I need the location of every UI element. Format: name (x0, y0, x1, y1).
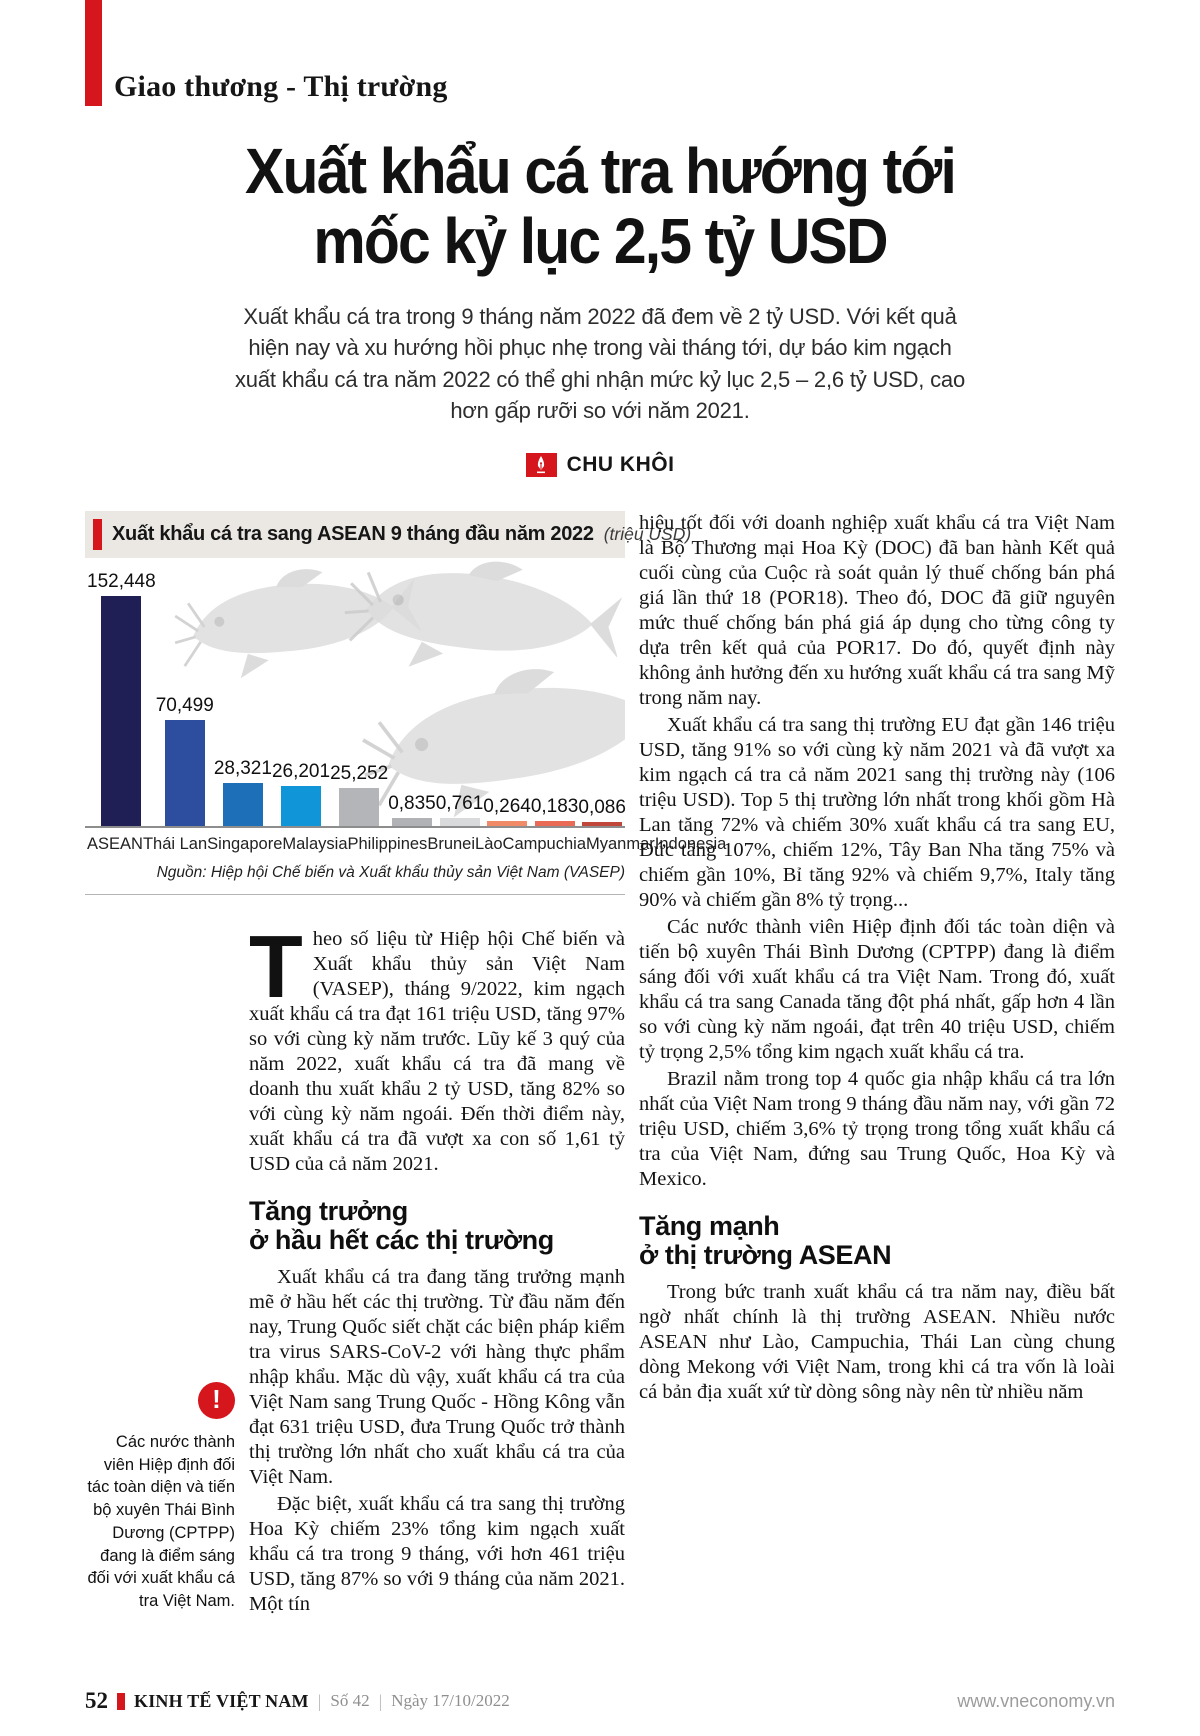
article-deck: Xuất khẩu cá tra trong 9 tháng năm 2022 … (235, 303, 965, 424)
chart-plot: 152,448 70,499 28,321 26,201 25,252 0,835 0,76… (85, 557, 626, 828)
category-label: Thái Lan (142, 834, 208, 853)
chart-title: Xuất khẩu cá tra sang ASEAN 9 tháng đầu … (112, 522, 594, 545)
bar-Campuchia: 0,264 (483, 796, 531, 826)
bar-value-label: 28,321 (213, 757, 272, 779)
paragraph: Brazil nằm trong top 4 quốc gia nhập khẩ… (639, 1067, 1115, 1190)
paragraph: Các nước thành viên Hiệp định đối tác to… (639, 915, 1115, 1063)
category-label: Singapore (207, 834, 283, 853)
website-url: www.vneconomy.vn (957, 1690, 1115, 1711)
pull-quote-text: Các nước thành viên Hiệp định đối tác to… (87, 1432, 235, 1611)
section-kicker: Giao thương - Thị trường (85, 0, 1115, 106)
category-label: ASEAN (87, 834, 143, 853)
bar-value-label: 25,252 (330, 762, 389, 784)
brand-accent-bar (117, 1692, 125, 1710)
kicker-accent-bar (85, 0, 102, 106)
pen-nib-icon (525, 452, 557, 477)
bar-Indonesia: 0,086 (578, 797, 626, 826)
bar-rect (439, 817, 480, 826)
bar-Lào: 0,761 (435, 792, 484, 826)
paragraph: Trong bức tranh xuất khẩu cá tra năm nay… (639, 1280, 1115, 1403)
footer-left: 52 KINH TẾ VIỆT NAM | Số 42 | Ngày 17/10… (85, 1688, 510, 1714)
alert-icon: ! (198, 1381, 235, 1419)
section-heading: Tăng mạnh ở thị trường ASEAN (639, 1210, 892, 1270)
headline-line-1: Xuất khẩu cá tra hướng tới (245, 135, 957, 207)
article-columns: Xuất khẩu cá tra sang ASEAN 9 tháng đầu … (85, 510, 1115, 1619)
page-footer: 52 KINH TẾ VIỆT NAM | Số 42 | Ngày 17/10… (85, 1688, 1115, 1714)
bar-rect (391, 817, 432, 826)
magazine-page: Giao thương - Thị trường Xuất khẩu cá tr… (85, 0, 1115, 1619)
drop-cap: T (249, 916, 303, 1016)
bar-value-label: 0,761 (435, 792, 484, 814)
bar-value-label: 0,835 (388, 792, 436, 814)
footer-separator: | (378, 1690, 383, 1711)
category-label: Brunei (427, 834, 476, 853)
bar-value-label: 152,448 (87, 570, 156, 592)
article-headline: Xuất khẩu cá tra hướng tới mốc kỷ lục 2,… (126, 136, 1074, 277)
bar-rect (281, 785, 321, 826)
page-number: 52 (85, 1688, 108, 1713)
issue-date: Ngày 17/10/2022 (391, 1691, 510, 1710)
bar-value-label: 0,264 (483, 795, 531, 817)
bar-value-label: 26,201 (271, 760, 331, 782)
bar-rect (222, 782, 263, 826)
category-label: Philippines (347, 834, 428, 853)
chart-header: Xuất khẩu cá tra sang ASEAN 9 tháng đầu … (85, 510, 691, 558)
category-label: Malaysia (282, 834, 348, 853)
bar-chart: Xuất khẩu cá tra sang ASEAN 9 tháng đầu … (85, 510, 726, 895)
paragraph: Xuất khẩu cá tra sang thị trường EU đạt … (639, 713, 1115, 911)
paragraph: Đặc biệt, xuất khẩu cá tra sang thị trườ… (249, 1492, 625, 1615)
issue-number: Số 42 (330, 1691, 370, 1710)
bar-Myanmar: 0,183 (530, 795, 579, 826)
bar-rect (487, 820, 528, 826)
author-name: CHU KHÔI (566, 452, 675, 476)
bar-value-label: 70,499 (155, 694, 214, 716)
bar-rect (582, 821, 623, 826)
bar-value-label: 0,086 (578, 796, 626, 818)
bar-ASEAN: 152,448 (87, 571, 156, 826)
headline-line-2: mốc kỷ lục 2,5 tỷ USD (313, 205, 888, 278)
category-label: Indonesia (654, 834, 727, 853)
chart-unit-note: (triệu USD) (603, 523, 692, 544)
bar-rect (339, 787, 380, 826)
chart-categories: ASEAN Thái Lan Singapore Malaysia Philippine… (85, 828, 726, 854)
chart-source: Nguồn: Hiệp hội Chế biến và Xuất khẩu th… (156, 863, 625, 881)
bar-Brunei: 0,835 (388, 793, 436, 826)
section-heading: Tăng trưởng ở hầu hết các thị trường (249, 1195, 554, 1255)
footer-separator: | (317, 1690, 322, 1711)
category-label: Campuchia (502, 834, 587, 853)
bar-Malaysia: 26,201 (272, 761, 330, 826)
left-lower-section: ! Các nước thành viên Hiệp định đối tác … (85, 916, 625, 1619)
bar-rect (101, 595, 142, 826)
right-column: hiệu tốt đối với doanh nghiệp xuất khẩu … (639, 511, 1115, 1619)
publication-name: KINH TẾ VIỆT NAM (134, 1690, 309, 1711)
bar-Singapore: 28,321 (214, 758, 272, 826)
bar-Philippines: 25,252 (330, 763, 388, 826)
kicker-label: Giao thương - Thị trường (114, 70, 448, 103)
category-label: Lào (475, 834, 503, 853)
bar-rect (164, 719, 205, 826)
byline: CHU KHÔI (85, 452, 1115, 477)
bar-rect (534, 820, 575, 826)
pull-quote: ! Các nước thành viên Hiệp định đối tác … (85, 1381, 235, 1619)
left-column: Xuất khẩu cá tra sang ASEAN 9 tháng đầu … (85, 510, 726, 1619)
chart-accent-bar (93, 518, 102, 550)
paragraph: Xuất khẩu cá tra đang tăng trưởng mạnh m… (249, 1265, 625, 1488)
bar-Thái Lan: 70,499 (156, 695, 214, 826)
paragraph: hiệu tốt đối với doanh nghiệp xuất khẩu … (639, 511, 1115, 709)
bar-value-label: 0,183 (530, 795, 579, 817)
category-label: Myanmar (586, 834, 655, 853)
